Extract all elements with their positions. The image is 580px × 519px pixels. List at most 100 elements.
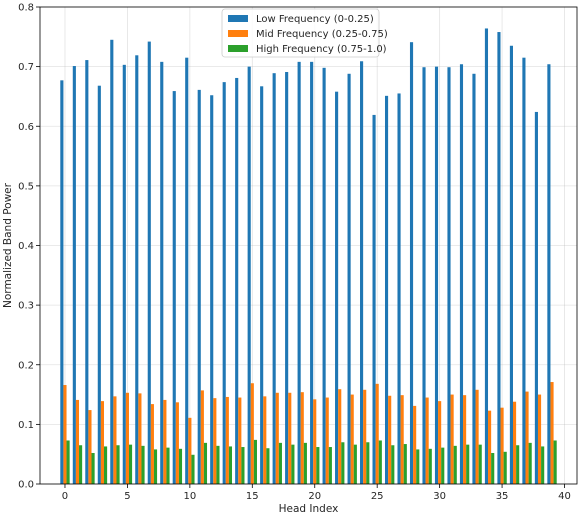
legend-box	[221, 8, 380, 58]
bar-low-10	[185, 57, 189, 485]
grid-layer	[40, 6, 577, 485]
bar-high-39	[553, 440, 557, 484]
x-tick-label: 35	[496, 491, 509, 502]
bar-mid-3	[100, 401, 105, 484]
bar-low-26	[384, 95, 389, 484]
bar-mid-36	[512, 401, 517, 484]
bar-mid-16	[263, 396, 267, 484]
bar-high-16	[266, 448, 270, 484]
bar-high-22	[341, 442, 345, 484]
bar-mid-38	[537, 394, 542, 484]
bar-low-6	[135, 55, 139, 484]
bar-mid-32	[463, 395, 467, 484]
bar-mid-6	[138, 393, 142, 484]
legend-swatch-mid	[228, 30, 248, 37]
bar-mid-39	[550, 382, 554, 484]
bar-high-20	[316, 447, 320, 484]
bar-high-36	[516, 445, 520, 484]
legend-swatch-low	[228, 15, 248, 22]
bar-mid-1	[75, 399, 80, 484]
y-tick-label: 0.5	[18, 181, 34, 192]
bar-mid-29	[425, 397, 429, 484]
bar-mid-14	[238, 397, 242, 484]
bar-high-13	[228, 446, 233, 484]
bar-high-11	[203, 442, 208, 484]
bar-mid-35	[500, 407, 504, 484]
bar-low-24	[360, 61, 364, 484]
y-tick-label: 0.4	[18, 241, 34, 252]
bar-high-23	[353, 444, 357, 484]
bar-mid-9	[175, 402, 179, 484]
bar-low-1	[72, 66, 76, 484]
bar-mid-25	[375, 383, 379, 484]
bar-high-1	[79, 445, 83, 484]
bar-high-14	[241, 447, 245, 484]
bar-low-17	[272, 73, 276, 484]
bar-low-32	[459, 64, 464, 485]
legend-label-mid: Mid Frequency (0.25-0.75)	[256, 29, 388, 40]
bar-mid-28	[413, 405, 417, 484]
bar-mid-2	[88, 410, 92, 484]
bar-low-28	[409, 42, 414, 485]
bar-low-19	[297, 61, 301, 484]
x-tick-label: 25	[371, 491, 384, 502]
bar-high-35	[503, 451, 507, 484]
bar-high-6	[141, 445, 145, 484]
bar-high-5	[128, 444, 133, 484]
bar-low-9	[172, 91, 176, 484]
bar-low-21	[322, 67, 326, 484]
bar-low-4	[110, 39, 114, 484]
bar-low-29	[422, 67, 426, 484]
x-tick-label: 5	[124, 491, 130, 502]
bar-high-7	[153, 449, 158, 484]
bar-low-35	[497, 32, 501, 484]
bar-low-11	[197, 89, 201, 484]
x-tick-label: 15	[246, 491, 259, 502]
bar-mid-12	[213, 398, 217, 484]
bar-low-31	[447, 67, 451, 484]
y-tick-label: 0.0	[18, 480, 34, 491]
bar-low-37	[522, 57, 526, 485]
bar-high-12	[216, 445, 220, 484]
bar-high-19	[303, 442, 307, 484]
bar-mid-19	[300, 392, 304, 484]
bar-low-14	[235, 77, 239, 485]
bar-low-16	[260, 86, 264, 485]
bar-mid-22	[338, 389, 342, 484]
bars-layer	[60, 28, 557, 485]
bar-high-32	[466, 444, 470, 484]
bar-mid-33	[475, 389, 479, 484]
bar-high-4	[116, 445, 120, 484]
bar-mid-37	[525, 391, 529, 484]
bar-high-3	[104, 446, 108, 484]
bar-low-15	[247, 66, 251, 484]
bar-low-7	[147, 41, 151, 485]
bar-high-21	[328, 447, 332, 484]
bar-mid-11	[200, 390, 204, 484]
bar-low-18	[285, 71, 289, 485]
bar-low-12	[210, 95, 214, 485]
bar-low-8	[160, 61, 164, 484]
legend-label-low: Low Frequency (0-0.25)	[256, 14, 374, 25]
bar-high-8	[166, 447, 170, 484]
bar-mid-34	[488, 410, 492, 484]
y-axis-label: Normalized Band Power	[2, 182, 14, 308]
bar-low-23	[347, 73, 351, 484]
legend-swatch-high	[228, 45, 248, 52]
bar-high-29	[428, 448, 432, 484]
bar-high-10	[191, 454, 195, 484]
bar-high-27	[403, 444, 407, 484]
bar-low-25	[372, 114, 376, 484]
bar-high-25	[378, 440, 382, 484]
legend-label-high: High Frequency (0.75-1.0)	[256, 44, 387, 55]
bar-high-24	[366, 442, 370, 484]
bar-mid-26	[388, 395, 392, 484]
bar-low-5	[122, 64, 126, 485]
bar-low-39	[547, 64, 551, 485]
bar-high-17	[278, 442, 282, 484]
bar-mid-15	[250, 383, 254, 484]
y-ticks: 0.0 0.1 0.2 0.3 0.4 0.5 0.6 0.7 0.8	[18, 3, 40, 491]
bar-low-0	[60, 80, 64, 485]
y-tick-label: 0.3	[18, 301, 34, 312]
